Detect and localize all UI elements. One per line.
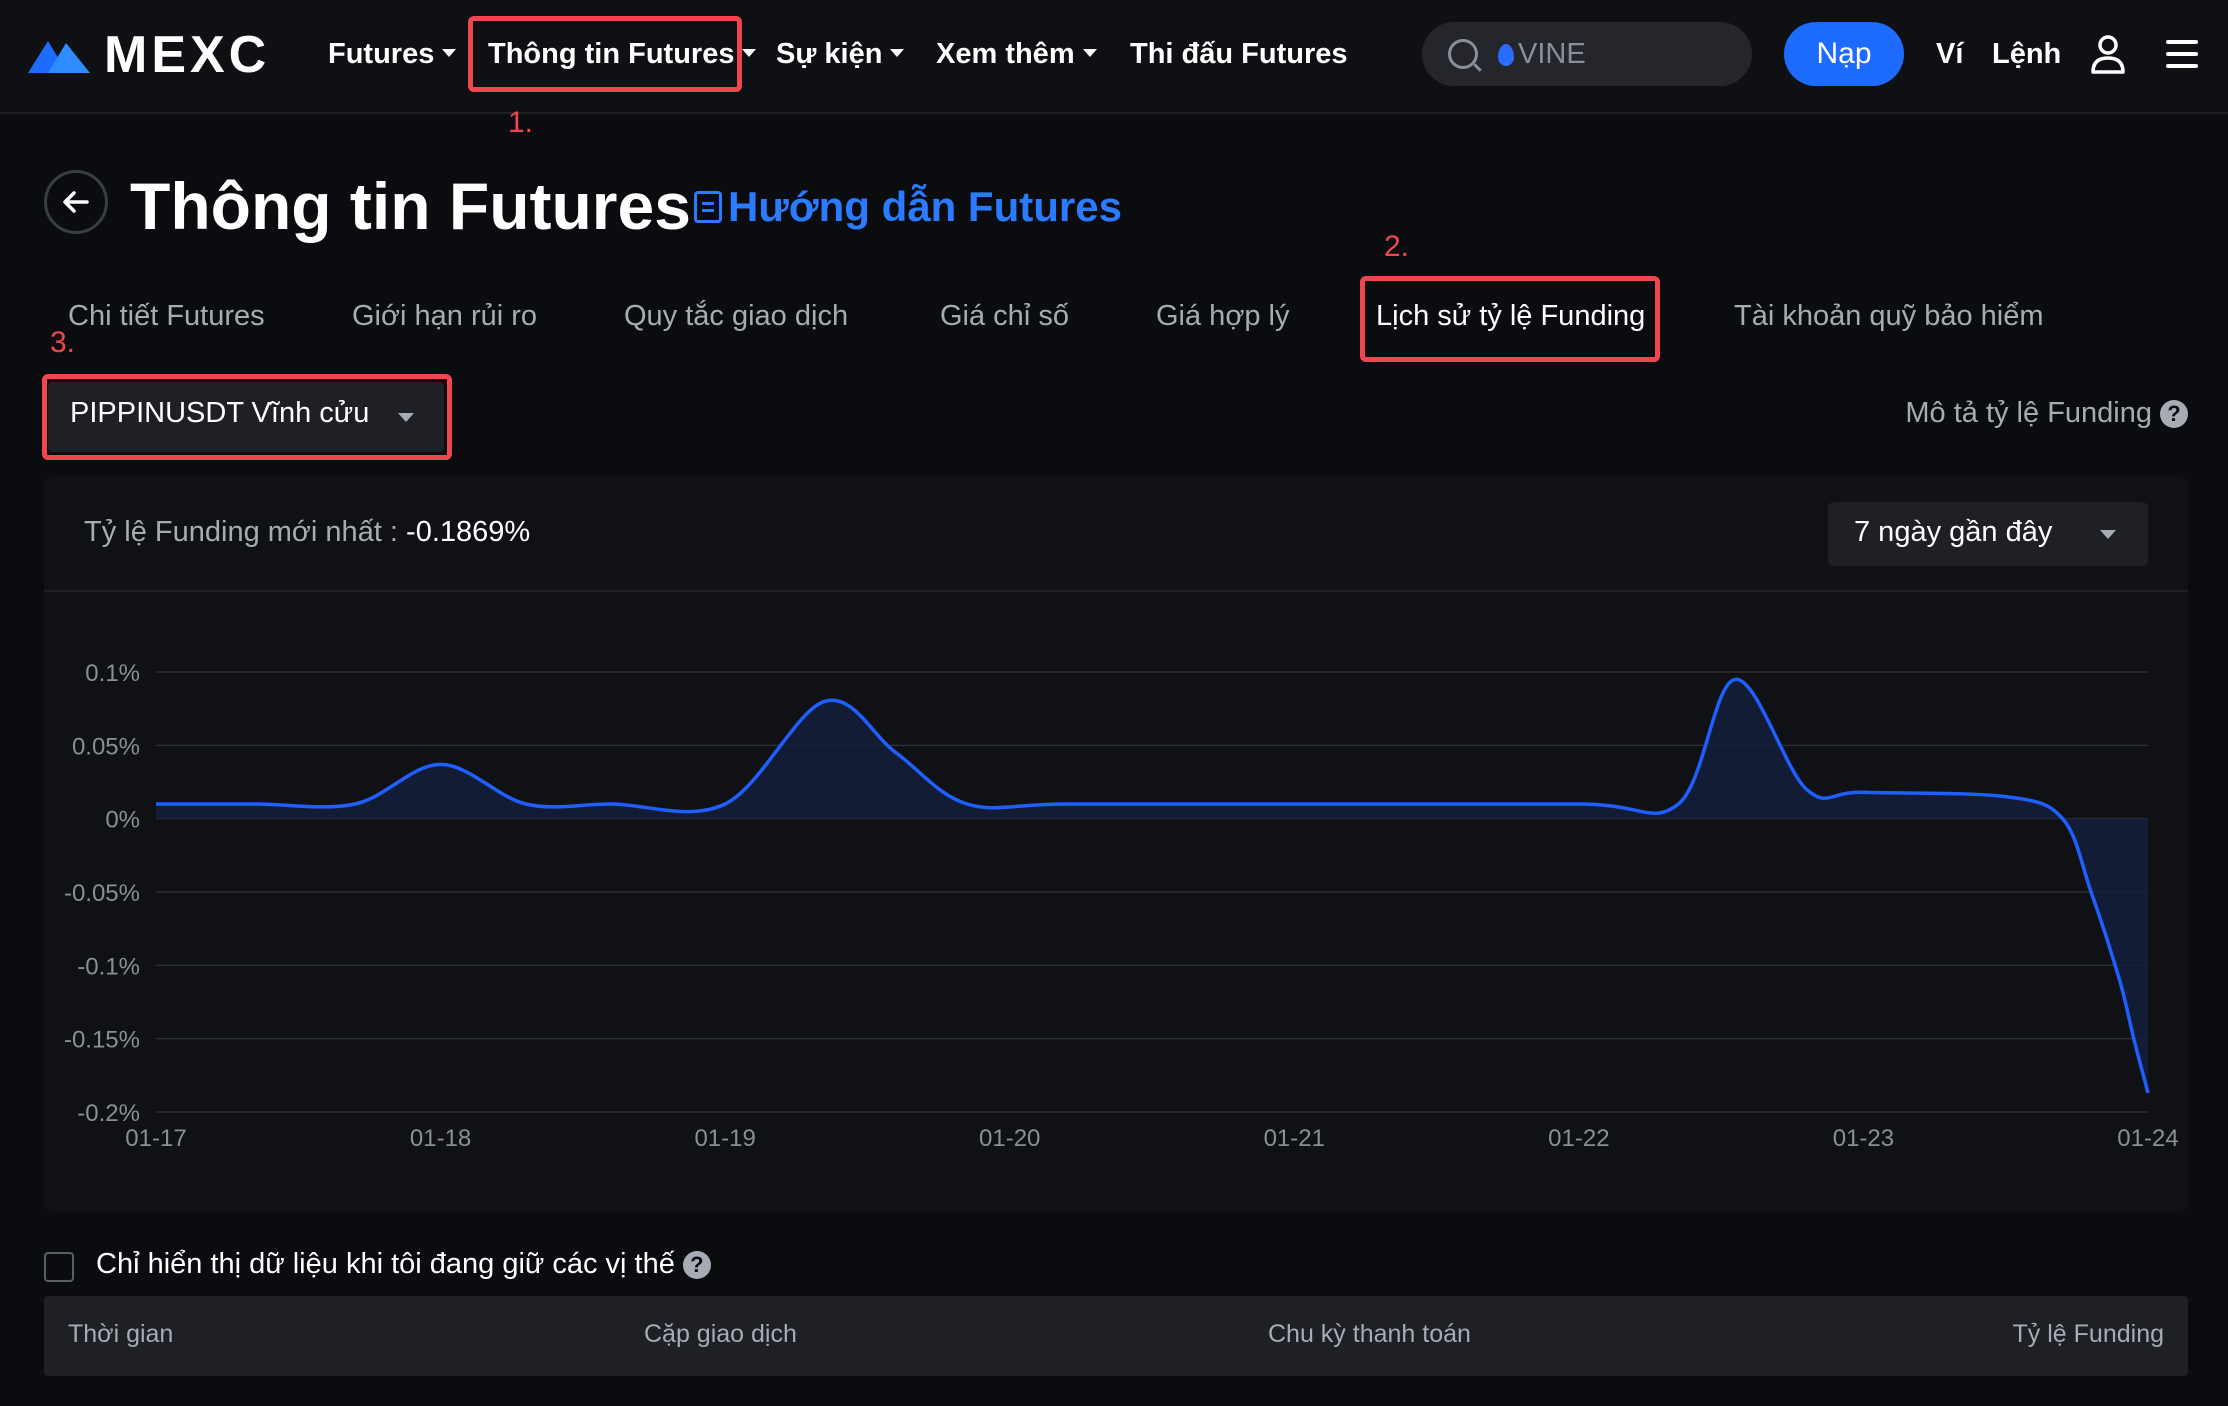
- tab-risk-limits[interactable]: Giới hạn rủi ro: [352, 300, 538, 332]
- book-icon: [694, 191, 722, 223]
- annotation-number-2: 2.: [1384, 230, 1410, 263]
- nav-futures-info[interactable]: Thông tin Futures: [488, 34, 757, 74]
- funding-description-label: Mô tả tỷ lệ Funding: [1905, 397, 2152, 429]
- y-tick-label: 0.1%: [85, 660, 140, 687]
- nav-events-label: Sự kiện: [776, 38, 883, 70]
- tab-funding-rate-history[interactable]: Lịch sử tỷ lệ Funding: [1376, 300, 1646, 332]
- chevron-down-icon: [1082, 49, 1097, 58]
- nav-futures-competition[interactable]: Thi đấu Futures: [1130, 34, 1348, 74]
- x-tick-label: 01-17: [125, 1125, 186, 1152]
- only-positions-checkbox[interactable]: [44, 1252, 74, 1282]
- only-positions-text: Chỉ hiển thị dữ liệu khi tôi đang giữ cá…: [96, 1248, 675, 1280]
- funding-rate-chart[interactable]: 0.1% 0.05% 0% -0.05% -0.1% -0.15% -0.2%01-17 01…: [44, 476, 2188, 1212]
- x-tick-label: 01-22: [1548, 1125, 1609, 1152]
- nav-futures-label: Futures: [328, 38, 435, 70]
- nav-more-label: Xem thêm: [936, 38, 1075, 70]
- funding-area-fill: [156, 679, 2148, 1093]
- tab-fair-price[interactable]: Giá hợp lý: [1156, 300, 1290, 332]
- latest-funding-label: Tỷ lệ Funding mới nhất :: [84, 516, 407, 548]
- x-tick-label: 01-19: [694, 1125, 755, 1152]
- column-pair[interactable]: Cặp giao dịch: [644, 1320, 797, 1348]
- latest-funding-value: -0.1869%: [406, 516, 531, 548]
- top-header: MEXC Futures Thông tin Futures Sự kiện X…: [0, 0, 2228, 114]
- help-icon[interactable]: ?: [682, 1250, 711, 1279]
- tab-index-price[interactable]: Giá chỉ số: [940, 300, 1069, 332]
- chevron-down-icon: [442, 49, 457, 58]
- column-funding-rate[interactable]: Tỷ lệ Funding: [2012, 1320, 2164, 1348]
- funding-description-link[interactable]: Mô tả tỷ lệ Funding ?: [1905, 397, 2188, 430]
- time-range-value: 7 ngày gần đây: [1854, 516, 2053, 548]
- annotation-number-1: 1.: [508, 106, 534, 139]
- deposit-button[interactable]: Nạp: [1784, 22, 1904, 86]
- contract-pair-select[interactable]: PIPPINUSDT Vĩnh cửu: [48, 382, 444, 452]
- futures-guide-label: Hướng dẫn Futures: [728, 183, 1122, 230]
- wallet-link[interactable]: Ví: [1936, 38, 1964, 70]
- vine-token-icon: [1498, 44, 1514, 66]
- tab-futures-details[interactable]: Chi tiết Futures: [68, 300, 265, 332]
- y-tick-label: -0.15%: [64, 1027, 140, 1054]
- tab-insurance-fund[interactable]: Tài khoản quỹ bảo hiểm: [1734, 300, 2044, 332]
- time-range-select[interactable]: 7 ngày gần đây: [1828, 502, 2148, 566]
- x-tick-label: 01-23: [1833, 1125, 1894, 1152]
- chevron-down-icon: [890, 49, 905, 58]
- annotation-box-3: [42, 374, 452, 460]
- user-icon[interactable]: [2090, 34, 2126, 74]
- mexc-logo-icon: [28, 41, 90, 73]
- y-tick-label: -0.2%: [77, 1100, 140, 1127]
- card-divider: [44, 590, 2188, 592]
- logo-text: MEXC: [104, 26, 271, 84]
- search-icon: [1448, 39, 1478, 69]
- y-tick-label: -0.1%: [77, 953, 140, 980]
- search-input[interactable]: VINE: [1422, 22, 1752, 86]
- funding-chart-card: Tỷ lệ Funding mới nhất : -0.1869% 7 ngày…: [44, 476, 2188, 1212]
- orders-link[interactable]: Lệnh: [1992, 38, 2062, 70]
- nav-futures[interactable]: Futures: [328, 34, 457, 74]
- annotation-box-2: [1360, 276, 1660, 362]
- only-positions-label: Chỉ hiển thị dữ liệu khi tôi đang giữ cá…: [96, 1248, 711, 1281]
- nav-competition-label: Thi đấu Futures: [1130, 38, 1348, 70]
- futures-guide-link[interactable]: Hướng dẫn Futures: [694, 182, 1122, 232]
- column-settlement-cycle[interactable]: Chu kỳ thanh toán: [1268, 1320, 1471, 1348]
- latest-funding-rate: Tỷ lệ Funding mới nhất : -0.1869%: [84, 516, 530, 549]
- chevron-down-icon: [742, 49, 757, 58]
- tab-trading-rules[interactable]: Quy tắc giao dịch: [624, 300, 849, 332]
- nav-more[interactable]: Xem thêm: [936, 34, 1097, 74]
- mexc-logo[interactable]: MEXC: [26, 26, 271, 84]
- y-tick-label: -0.05%: [64, 880, 140, 907]
- back-button[interactable]: [44, 170, 108, 234]
- column-time[interactable]: Thời gian: [68, 1320, 174, 1348]
- annotation-number-3: 3.: [50, 326, 76, 359]
- funding-table-header: Thời gian Cặp giao dịch Chu kỳ thanh toá…: [44, 1296, 2188, 1376]
- help-icon: ?: [2160, 399, 2188, 428]
- y-tick-label: 0%: [105, 807, 140, 834]
- x-tick-label: 01-20: [979, 1125, 1040, 1152]
- search-value: VINE: [1518, 37, 1586, 70]
- chevron-down-icon: [398, 413, 414, 422]
- contract-pair-value: PIPPINUSDT Vĩnh cửu: [70, 397, 370, 429]
- funding-rate-line: [156, 677, 2150, 1094]
- chevron-down-icon: [2100, 530, 2116, 539]
- page-title: Thông tin Futures: [130, 169, 691, 243]
- nav-events[interactable]: Sự kiện: [776, 34, 905, 74]
- arrow-left-icon: [63, 191, 89, 213]
- x-tick-label: 01-18: [410, 1125, 471, 1152]
- annotation-box-1: [468, 16, 742, 92]
- y-tick-label: 0.05%: [72, 733, 140, 760]
- x-tick-label: 01-24: [2117, 1125, 2178, 1152]
- x-tick-label: 01-21: [1264, 1125, 1325, 1152]
- hamburger-menu-icon[interactable]: [2166, 40, 2198, 68]
- nav-futures-info-label: Thông tin Futures: [488, 38, 735, 70]
